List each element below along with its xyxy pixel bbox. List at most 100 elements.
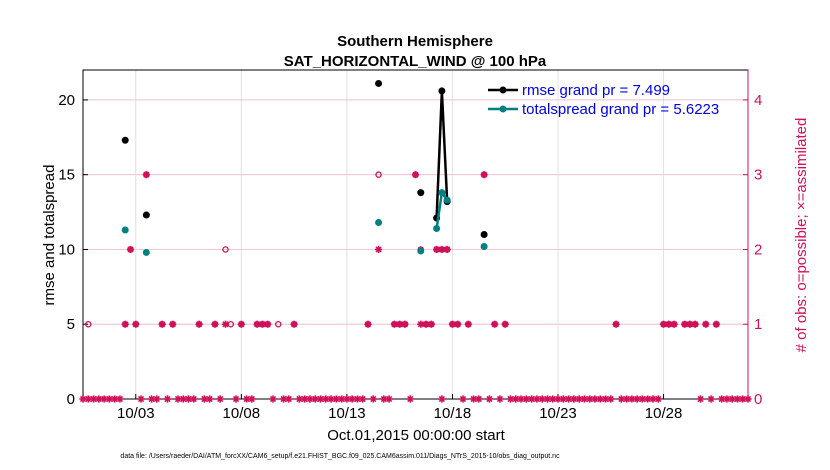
series-point	[375, 219, 383, 227]
star-stroke	[222, 321, 229, 328]
zero-obs-point	[269, 395, 277, 403]
zero-obs-point	[248, 395, 256, 403]
star-stroke	[739, 395, 746, 403]
star-stroke	[644, 395, 651, 403]
zero-obs-point	[506, 395, 515, 403]
star-stroke	[681, 321, 688, 328]
zero-obs-point	[116, 395, 124, 403]
star-stroke	[744, 395, 752, 403]
zero-obs-point	[522, 395, 530, 403]
chart-title: Southern Hemisphere	[337, 33, 493, 50]
star-stroke	[718, 395, 725, 403]
assimilated-obs-point	[691, 320, 699, 328]
assimilated-obs-point	[126, 245, 135, 254]
series-point	[443, 196, 451, 204]
star-stroke	[449, 321, 456, 328]
zero-obs-point	[285, 395, 293, 403]
star-stroke	[238, 321, 245, 328]
star-stroke	[671, 321, 678, 328]
series-point	[433, 225, 441, 233]
y-axis-ticks: 0 5 10 15 20	[58, 92, 88, 408]
series-point	[121, 136, 129, 144]
star-stroke	[185, 395, 192, 403]
star-stroke	[591, 395, 599, 403]
zero-obs-point	[311, 395, 319, 403]
zero-obs-point	[295, 395, 303, 403]
star-stroke	[211, 321, 219, 328]
zero-obs-point	[723, 395, 731, 403]
zero-obs-point	[485, 395, 493, 403]
assimilated-obs-point	[681, 320, 689, 328]
star-stroke	[106, 395, 113, 403]
assimilated-obs-point	[443, 245, 451, 254]
star-stroke	[723, 395, 730, 403]
star-stroke	[586, 395, 593, 403]
assimilated-obs-point	[411, 171, 420, 179]
y-axis-label: rmse and totalspread	[41, 165, 58, 306]
x-tick-label: 10/23	[539, 405, 577, 422]
zero-obs-point	[475, 395, 483, 403]
zero-obs-point	[406, 395, 414, 403]
zero-obs-point	[206, 395, 214, 403]
series-point	[417, 189, 425, 197]
star-stroke	[491, 321, 498, 328]
star-stroke	[459, 395, 467, 403]
star-stroke	[137, 395, 145, 403]
zero-obs-point	[148, 395, 156, 403]
star-stroke	[481, 171, 488, 178]
series-point	[142, 211, 150, 219]
star-stroke	[364, 321, 372, 328]
zero-obs-point	[570, 395, 578, 403]
chart-subtitle: SAT_HORIZONTAL_WIND @ 100 hPa	[284, 53, 547, 70]
star-stroke	[301, 395, 308, 403]
x-axis-ticks: 10/03 10/08 10/13 10/18 10/23 10/28	[117, 394, 682, 422]
star-stroke	[380, 395, 387, 403]
star-stroke	[359, 395, 366, 403]
star-stroke	[560, 395, 567, 403]
star-stroke	[164, 395, 171, 403]
possible-obs-point	[222, 246, 229, 253]
star-stroke	[401, 321, 409, 328]
star-stroke	[697, 395, 704, 403]
star-stroke	[269, 395, 277, 403]
star-stroke	[444, 246, 451, 253]
zero-obs-point	[369, 395, 377, 403]
star-stroke	[153, 395, 160, 403]
assimilated-obs-point	[142, 171, 150, 179]
star-stroke	[370, 395, 377, 403]
zero-obs-point	[707, 395, 715, 403]
zero-obs-point	[469, 395, 478, 403]
zero-obs-point	[496, 395, 504, 403]
star-stroke	[713, 321, 720, 328]
star-stroke	[454, 321, 461, 328]
possible-obs-point	[85, 320, 92, 328]
assimilated-obs-point	[670, 320, 678, 328]
right-tick-label: 3	[754, 167, 762, 184]
assimilated-obs-point	[132, 320, 140, 328]
star-stroke	[702, 321, 709, 328]
star-stroke	[217, 395, 224, 403]
star-stroke	[111, 395, 118, 403]
right-axis-label: # of obs: o=possible; ×=assimilated	[793, 118, 810, 353]
data-series	[121, 79, 488, 256]
assimilated-obs-point	[464, 320, 472, 328]
star-stroke	[554, 395, 562, 403]
zero-obs-point	[322, 395, 330, 403]
zero-obs-point	[137, 395, 145, 403]
star-stroke	[254, 321, 261, 328]
star-stroke	[280, 395, 287, 403]
star-stroke	[132, 321, 139, 328]
zero-obs-point	[628, 395, 636, 403]
assimilated-obs-point	[195, 320, 203, 328]
star-stroke	[196, 321, 203, 328]
assimilated-obs-point	[169, 320, 177, 328]
star-stroke	[206, 395, 213, 403]
star-stroke	[618, 395, 625, 403]
series-point	[480, 242, 488, 250]
star-stroke	[607, 395, 614, 403]
star-stroke	[486, 395, 493, 403]
zero-obs-point	[564, 395, 573, 403]
star-stroke	[433, 246, 440, 253]
zero-obs-point	[696, 395, 705, 403]
